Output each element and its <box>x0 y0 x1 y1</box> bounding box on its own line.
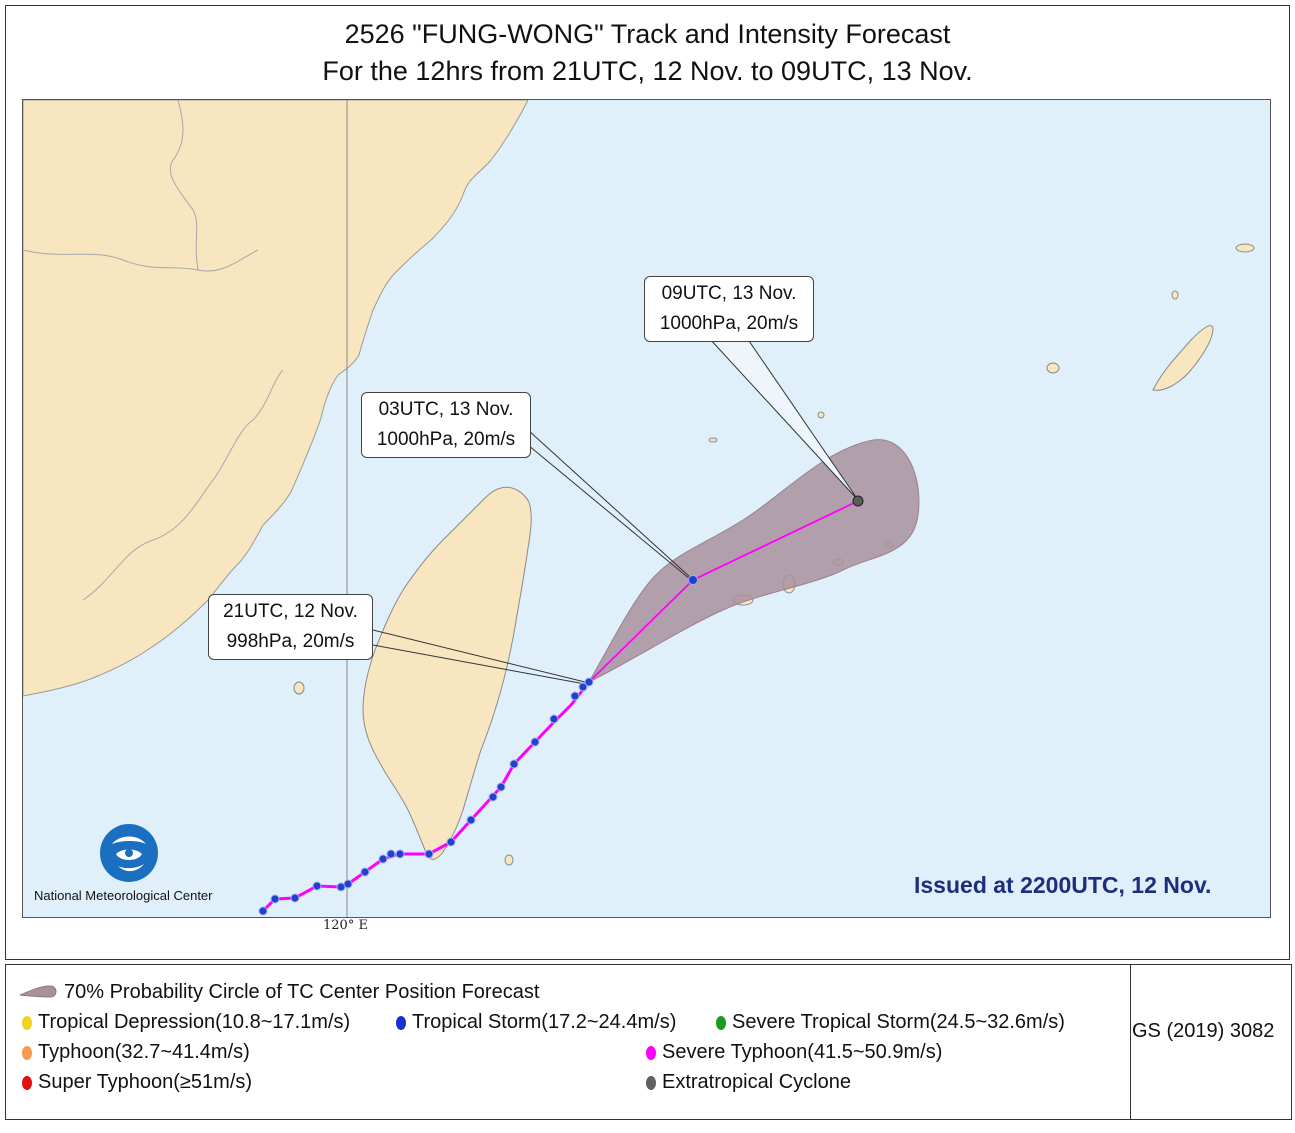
leader-line <box>372 629 586 683</box>
legend-panel <box>5 964 1292 1120</box>
callout-time: 03UTC, 13 Nov. <box>378 399 514 420</box>
forecast-dot-03utc <box>688 575 698 585</box>
province-border <box>169 100 199 271</box>
longitude-label: 120° E <box>323 918 368 933</box>
leader-line <box>527 444 692 581</box>
legend-probability-label: 70% Probability Circle of TC Center Posi… <box>64 981 540 1003</box>
probability-cone <box>587 439 920 684</box>
legend-severe-tropical-storm: Severe Tropical Storm(24.5~32.6m/s) <box>716 1011 1065 1034</box>
track-dot <box>530 737 540 747</box>
leader-wedge <box>707 337 859 501</box>
mainland-landmass <box>23 100 529 697</box>
legend-extratropical-cyclone: Extratropical Cyclone <box>646 1071 851 1094</box>
track-dot <box>270 894 280 904</box>
callout-info: 1000hPa, 20m/s <box>659 313 799 334</box>
organization-name: National Meteorological Center <box>34 888 213 903</box>
forecast-dot-09utc <box>852 495 864 507</box>
probability-cone-icon <box>19 985 57 998</box>
track-dot <box>258 906 268 916</box>
penghu-island <box>293 681 305 695</box>
typhoon-icon <box>22 1046 32 1060</box>
callout-time: 21UTC, 12 Nov. <box>223 601 358 622</box>
track-dot <box>424 849 434 859</box>
track-dots <box>258 575 698 916</box>
green-island <box>504 854 514 866</box>
chart-title: 2526 "FUNG-WONG" Track and Intensity For… <box>344 19 951 49</box>
province-border <box>82 369 284 601</box>
legend-divider <box>1130 965 1131 1119</box>
track-dot <box>386 849 396 859</box>
severe-tropical-storm-icon <box>716 1016 726 1030</box>
callout-09utc: 09UTC, 13 Nov. 1000hPa, 20m/s <box>644 276 814 342</box>
map-canvas <box>23 100 1255 917</box>
tropical-storm-icon <box>396 1016 406 1030</box>
legend-probability: 70% Probability Circle of TC Center Posi… <box>18 981 539 1004</box>
ryukyu-island <box>708 437 718 443</box>
leader-line <box>527 429 692 579</box>
track-dot <box>395 849 405 859</box>
track-dot <box>496 782 506 792</box>
ryukyu-island <box>1152 325 1214 391</box>
issued-time: Issued at 2200UTC, 12 Nov. <box>914 872 1212 898</box>
track-dot <box>509 759 519 769</box>
legend-typhoon: Typhoon(32.7~41.4m/s) <box>22 1041 250 1064</box>
track-dot <box>570 691 580 701</box>
province-border <box>23 249 259 272</box>
track-dot <box>343 879 353 889</box>
extratropical-cyclone-icon <box>646 1076 656 1090</box>
taiwan-island <box>362 486 532 860</box>
ryukyu-island <box>1171 290 1179 300</box>
ryukyu-island <box>1235 243 1255 253</box>
legend-tropical-storm: Tropical Storm(17.2~24.4m/s) <box>396 1011 676 1034</box>
ryukyu-island <box>817 411 825 419</box>
track-dot <box>290 893 300 903</box>
nmc-logo-icon <box>100 824 158 882</box>
tropical-depression-icon <box>22 1016 32 1030</box>
track-dot <box>584 677 594 687</box>
track-dot <box>578 682 588 692</box>
severe-typhoon-icon <box>646 1046 656 1060</box>
callout-info: 1000hPa, 20m/s <box>376 429 516 450</box>
track-dot <box>466 815 476 825</box>
chart-subtitle: For the 12hrs from 21UTC, 12 Nov. to 09U… <box>322 56 973 86</box>
track-dot <box>549 714 559 724</box>
callout-info: 998hPa, 20m/s <box>226 631 355 652</box>
track-dot <box>488 792 498 802</box>
map-approval-number: GS (2019) 3082 <box>1132 1020 1275 1042</box>
ryukyu-island <box>1046 362 1060 374</box>
callout-21utc: 21UTC, 12 Nov. 998hPa, 20m/s <box>208 594 373 660</box>
callout-time: 09UTC, 13 Nov. <box>661 283 797 304</box>
leader-line <box>372 644 586 685</box>
forecast-map[interactable] <box>22 99 1271 918</box>
track-dot <box>360 867 370 877</box>
track-dot <box>446 837 456 847</box>
legend-super-typhoon: Super Typhoon(≥51m/s) <box>22 1071 252 1094</box>
legend-tropical-depression: Tropical Depression(10.8~17.1m/s) <box>22 1011 350 1034</box>
legend-severe-typhoon: Severe Typhoon(41.5~50.9m/s) <box>646 1041 942 1064</box>
callout-03utc: 03UTC, 13 Nov. 1000hPa, 20m/s <box>361 392 531 458</box>
super-typhoon-icon <box>22 1076 32 1090</box>
track-dot <box>312 881 322 891</box>
track-dot <box>378 854 388 864</box>
